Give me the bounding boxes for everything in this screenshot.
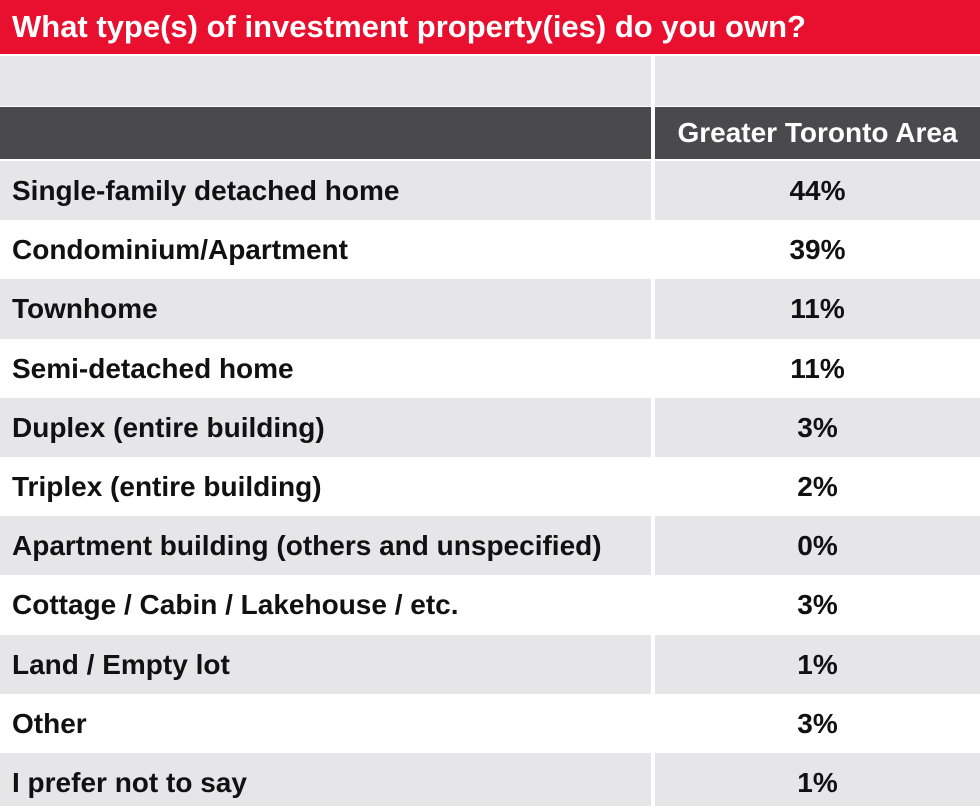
column-divider: [651, 107, 655, 159]
row-label: Townhome: [0, 279, 651, 339]
table-row: Apartment building (others and unspecifi…: [0, 516, 980, 576]
row-value: 39%: [655, 220, 980, 280]
table-row: Condominium/Apartment 39%: [0, 220, 980, 280]
table-row: Townhome 11%: [0, 279, 980, 339]
table-row: Other 3%: [0, 693, 980, 753]
column-divider: [651, 456, 655, 517]
row-label: Cottage / Cabin / Lakehouse / etc.: [0, 575, 651, 635]
table-row: I prefer not to say 1%: [0, 752, 980, 806]
column-divider: [651, 516, 655, 576]
row-value: 2%: [655, 456, 980, 517]
row-value: 11%: [655, 338, 980, 398]
blank-cell-left: [0, 56, 651, 106]
row-label: Other: [0, 693, 651, 753]
column-header-row: Greater Toronto Area: [0, 107, 980, 159]
table-body: Single-family detached home 44% Condominiu…: [0, 161, 980, 806]
column-header-region: Greater Toronto Area: [655, 107, 980, 159]
row-label: Triplex (entire building): [0, 456, 651, 517]
row-value: 11%: [655, 279, 980, 339]
column-divider: [651, 161, 655, 221]
row-value: 0%: [655, 516, 980, 576]
column-divider: [651, 752, 655, 806]
column-divider: [651, 634, 655, 694]
row-label: Land / Empty lot: [0, 634, 651, 694]
row-label: Single-family detached home: [0, 161, 651, 221]
row-label: Duplex (entire building): [0, 397, 651, 457]
row-value: 3%: [655, 575, 980, 635]
row-value: 1%: [655, 752, 980, 806]
column-divider: [651, 220, 655, 280]
row-label: I prefer not to say: [0, 752, 651, 806]
row-label: Condominium/Apartment: [0, 220, 651, 280]
table-row: Triplex (entire building) 2%: [0, 456, 980, 517]
column-divider: [651, 693, 655, 753]
column-divider: [651, 56, 655, 106]
table-row: Cottage / Cabin / Lakehouse / etc. 3%: [0, 575, 980, 635]
row-label: Apartment building (others and unspecifi…: [0, 516, 651, 576]
blank-cell-right: [655, 56, 980, 106]
column-divider: [651, 575, 655, 635]
row-value: 3%: [655, 397, 980, 457]
table-row: Duplex (entire building) 3%: [0, 397, 980, 457]
column-header-category: [0, 107, 651, 159]
table-row: Single-family detached home 44%: [0, 161, 980, 221]
column-divider: [651, 279, 655, 339]
table-row: Land / Empty lot 1%: [0, 634, 980, 694]
table-title: What type(s) of investment property(ies)…: [0, 0, 980, 54]
row-value: 44%: [655, 161, 980, 221]
row-label: Semi-detached home: [0, 338, 651, 398]
column-divider: [651, 338, 655, 398]
blank-header-row: [0, 56, 980, 106]
row-value: 1%: [655, 634, 980, 694]
row-value: 3%: [655, 693, 980, 753]
table-row: Semi-detached home 11%: [0, 338, 980, 398]
column-divider: [651, 397, 655, 457]
